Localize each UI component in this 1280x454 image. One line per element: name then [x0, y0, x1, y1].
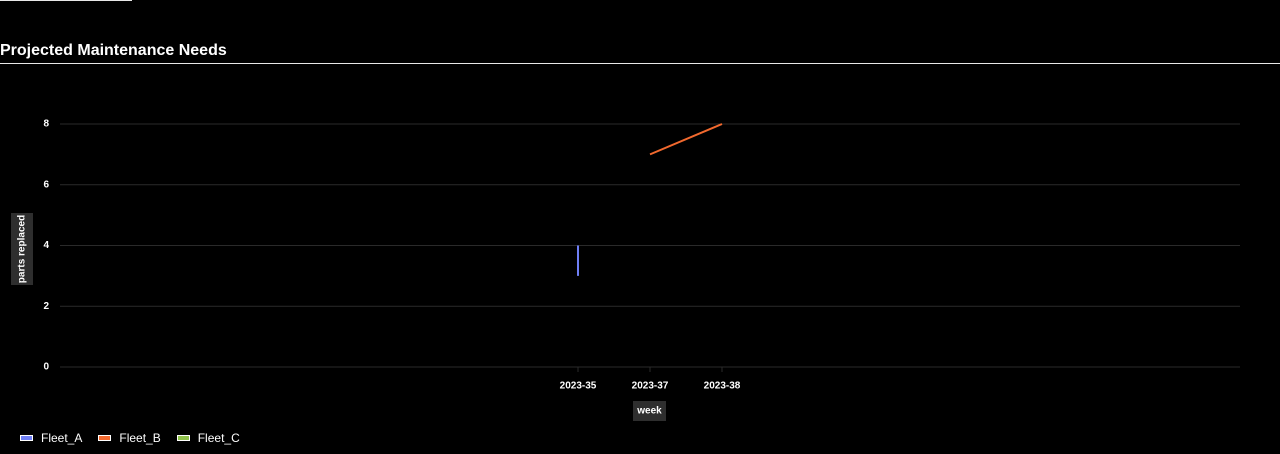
gridlines	[60, 123, 1240, 372]
x-axis-label-box: week	[633, 401, 666, 421]
x-tick-label: 2023-37	[632, 381, 669, 392]
y-tick-label: 6	[43, 179, 49, 190]
legend-swatch	[176, 435, 190, 441]
series-line-fleet-b[interactable]	[649, 123, 723, 156]
legend-item-fleet-c[interactable]: Fleet_C	[176, 431, 240, 445]
x-tick-label: 2023-35	[560, 381, 597, 392]
legend-label: Fleet_B	[119, 431, 161, 445]
legend-swatch	[98, 435, 112, 441]
chart-title: Projected Maintenance Needs	[0, 42, 227, 59]
legend-item-fleet-b[interactable]: Fleet_B	[98, 431, 161, 445]
y-axis-label: parts replaced	[17, 215, 28, 283]
y-axis-label-box: parts replaced	[11, 213, 33, 285]
x-tick-label: 2023-38	[704, 381, 741, 392]
y-axis-ticks: 0 2 4 6 8	[43, 119, 49, 373]
legend-item-fleet-a[interactable]: Fleet_A	[20, 431, 82, 445]
y-tick-label: 4	[43, 240, 49, 251]
x-axis-ticks: 2023-35 2023-37 2023-38	[560, 381, 741, 392]
legend: Fleet_A Fleet_B Fleet_C	[20, 431, 240, 445]
legend-label: Fleet_A	[41, 431, 83, 445]
y-tick-label: 0	[43, 362, 49, 373]
title-divider	[0, 63, 1280, 64]
legend-swatch	[20, 435, 33, 441]
x-axis-label: week	[636, 406, 662, 417]
series-lines	[577, 123, 723, 276]
y-tick-label: 8	[43, 119, 49, 130]
x-axis-label-bg	[633, 401, 666, 421]
y-axis-label-bg	[11, 213, 33, 285]
y-tick-label: 2	[43, 301, 49, 312]
top-divider	[0, 0, 132, 1]
legend-label: Fleet_C	[197, 431, 240, 445]
